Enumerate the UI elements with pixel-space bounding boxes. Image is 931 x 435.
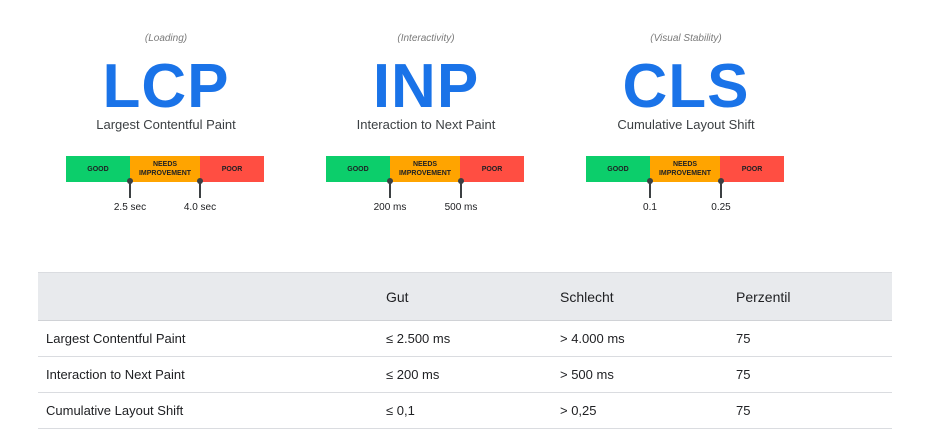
threshold-label: 0.1 — [643, 202, 657, 213]
threshold-marker-icon — [126, 178, 134, 200]
cell-good: ≤ 200 ms — [386, 367, 440, 382]
cls-threshold-bar: GOOD NEEDS IMPROVEMENT POOR — [586, 156, 784, 182]
band-good: GOOD — [326, 156, 390, 182]
cell-percentile: 75 — [736, 403, 751, 418]
band-needs-improvement: NEEDS IMPROVEMENT — [650, 156, 720, 182]
threshold-marker-icon — [196, 178, 204, 200]
metric-inp: (Interactivity) INP Interaction to Next … — [296, 0, 556, 240]
band-needs-improvement: NEEDS IMPROVEMENT — [390, 156, 460, 182]
cell-poor: > 500 ms — [560, 367, 614, 382]
band-poor: POOR — [720, 156, 784, 182]
metric-category: (Visual Stability) — [650, 33, 722, 44]
table-row: Cumulative Layout Shift ≤ 0,1 > 0,25 75 — [38, 393, 892, 429]
lcp-threshold-bar: GOOD NEEDS IMPROVEMENT POOR — [66, 156, 264, 182]
cell-metric: Largest Contentful Paint — [46, 331, 186, 346]
cell-metric: Cumulative Layout Shift — [46, 403, 184, 418]
header-poor: Schlecht — [560, 288, 614, 305]
table-row: Largest Contentful Paint ≤ 2.500 ms > 4.… — [38, 321, 892, 357]
header-percentile: Perzentil — [736, 288, 791, 305]
header-metric — [38, 273, 379, 321]
metric-category: (Loading) — [144, 33, 188, 44]
metric-lcp: (Loading) LCP Largest Contentful Paint — [36, 0, 296, 240]
threshold-marker-icon — [386, 178, 394, 200]
threshold-label: 0.25 — [711, 202, 731, 213]
cell-poor: > 4.000 ms — [560, 331, 625, 346]
thresholds-table: Gut Schlecht Perzentil Largest Contentfu… — [38, 272, 892, 429]
cell-poor: > 0,25 — [560, 403, 597, 418]
table-header-row: Gut Schlecht Perzentil — [38, 272, 892, 321]
threshold-label: 200 ms — [373, 202, 407, 213]
threshold-label: 2.5 sec — [113, 202, 147, 213]
metric-full-name: Interaction to Next Paint — [356, 117, 496, 132]
inp-threshold-bar: GOOD NEEDS IMPROVEMENT POOR — [326, 156, 524, 182]
threshold-marker-icon — [717, 178, 725, 200]
threshold-marker-icon — [457, 178, 465, 200]
threshold-label: 4.0 sec — [183, 202, 217, 213]
metric-cls: (Visual Stability) CLS Cumulative Layout… — [556, 0, 816, 240]
threshold-label: 500 ms — [444, 202, 478, 213]
metric-category: (Interactivity) — [397, 33, 455, 44]
cell-percentile: 75 — [736, 331, 751, 346]
band-good: GOOD — [66, 156, 130, 182]
metric-full-name: Largest Contentful Paint — [96, 117, 236, 132]
band-good: GOOD — [586, 156, 650, 182]
cell-percentile: 75 — [736, 367, 751, 382]
header-good: Gut — [386, 288, 409, 305]
cell-good: ≤ 0,1 — [386, 403, 415, 418]
band-poor: POOR — [460, 156, 524, 182]
band-needs-improvement: NEEDS IMPROVEMENT — [130, 156, 200, 182]
metric-abbreviation: CLS — [622, 52, 750, 121]
cell-good: ≤ 2.500 ms — [386, 331, 451, 346]
cell-metric: Interaction to Next Paint — [46, 367, 185, 382]
metric-full-name: Cumulative Layout Shift — [617, 117, 755, 132]
metric-abbreviation: INP — [372, 52, 480, 121]
band-poor: POOR — [200, 156, 264, 182]
table-row: Interaction to Next Paint ≤ 200 ms > 500… — [38, 357, 892, 393]
metric-abbreviation: LCP — [102, 52, 230, 121]
threshold-marker-icon — [646, 178, 654, 200]
